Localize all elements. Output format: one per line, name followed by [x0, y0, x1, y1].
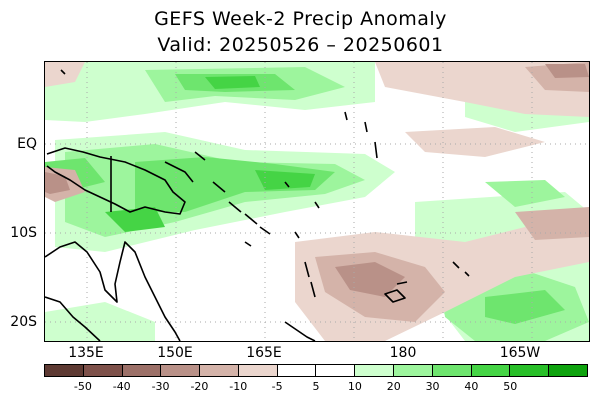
colorbar-tick-label: 40	[464, 380, 479, 393]
coastlines	[45, 69, 470, 341]
lon-label-165w: 165W	[499, 345, 541, 361]
colorbar-cell	[277, 365, 317, 376]
colorbar-cell	[122, 365, 162, 376]
solomon-islands	[212, 181, 271, 235]
colorbar-cell	[200, 365, 239, 376]
colorbar-tick-label: 10	[347, 380, 362, 393]
colorbar-tick-label: -30	[151, 380, 170, 393]
colorbar-cell	[549, 365, 587, 376]
colorbar-cell	[316, 365, 356, 376]
colorbar-tick-label: -50	[73, 380, 92, 393]
lon-label-135e: 135E	[68, 345, 104, 361]
colorbar-tick-label: -20	[190, 380, 209, 393]
colorbar-cell	[394, 365, 433, 376]
colorbar-cell	[161, 365, 201, 376]
map-panel	[44, 61, 590, 342]
lat-label-10s: 10S	[10, 225, 37, 241]
gridlines	[45, 62, 589, 341]
lat-label-20s: 20S	[10, 314, 37, 330]
colorbar-tick-label: -10	[229, 380, 248, 393]
colorbar-cell	[238, 365, 278, 376]
colorbar-cell	[83, 365, 123, 376]
colorbar-cell	[432, 365, 472, 376]
anomaly-map	[45, 62, 589, 341]
australia-coast	[45, 241, 181, 341]
colorbar-tick-label: -5	[271, 380, 283, 393]
colorbar-cell	[45, 365, 84, 376]
colorbar-tick-label: 50	[503, 380, 518, 393]
lon-label-180: 180	[389, 345, 417, 361]
colorbar-tick-label: 30	[425, 380, 440, 393]
colorbar-cell	[355, 365, 395, 376]
fiji-islands	[384, 281, 408, 303]
colorbar-tick-label: 5	[312, 380, 320, 393]
colorbar-cell	[471, 365, 511, 376]
new-guinea-coast	[46, 147, 186, 215]
chart-title: GEFS Week-2 Precip Anomaly	[154, 8, 447, 30]
new-caledonia	[284, 321, 316, 341]
chart-subtitle: Valid: 20250526 – 20250601	[157, 34, 444, 56]
colorbar-tick-label: 20	[386, 380, 401, 393]
colorbar-cell	[510, 365, 550, 376]
lat-label-eq: EQ	[17, 136, 37, 152]
lon-label-165e: 165E	[246, 345, 282, 361]
colorbar	[44, 364, 588, 377]
lon-label-150e: 150E	[157, 345, 193, 361]
wet-anomaly-max	[105, 76, 315, 232]
colorbar-tick-label: -40	[112, 380, 131, 393]
